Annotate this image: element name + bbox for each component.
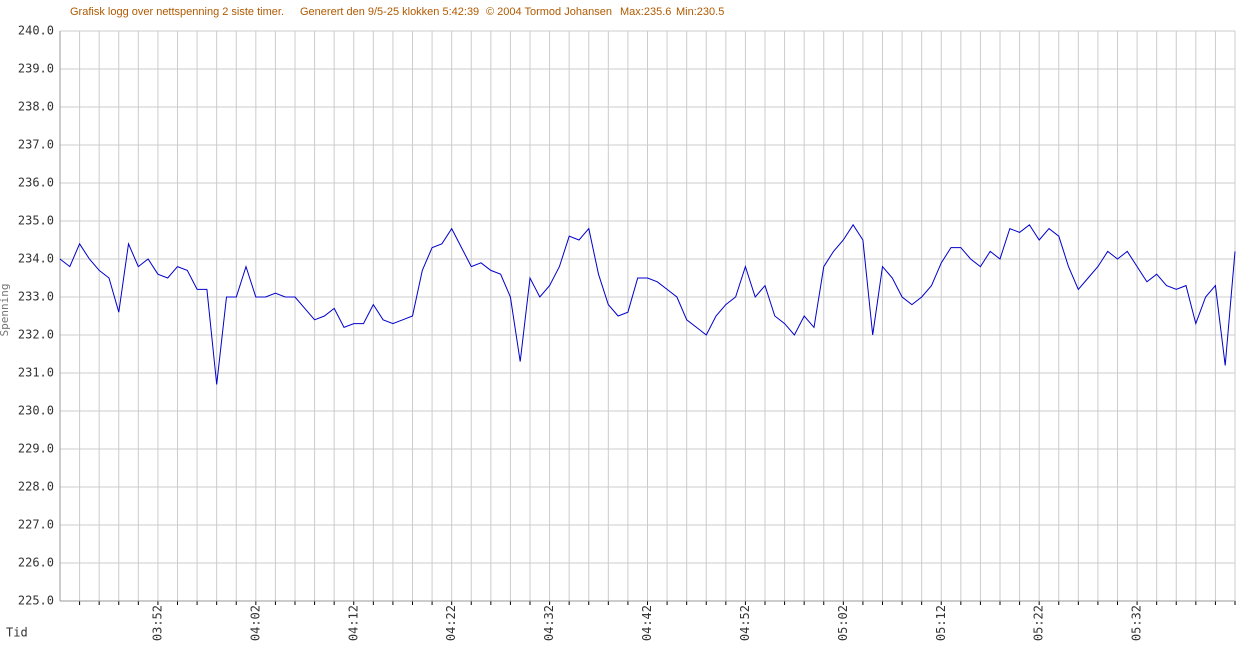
y-tick-label: 234.0 [18,252,54,266]
x-tick-label: 03:52 [150,605,164,641]
x-tick-label: 04:42 [640,605,654,641]
x-tick-label: 04:12 [346,605,360,641]
x-tick-label: 05:22 [1032,605,1046,641]
y-tick-label: 235.0 [18,214,54,228]
x-tick-label: 04:02 [248,605,262,641]
y-tick-label: 228.0 [18,480,54,494]
y-tick-label: 239.0 [18,62,54,76]
y-tick-label: 240.0 [18,24,54,38]
annotation: Min:230.5 [676,6,724,18]
y-tick-label: 237.0 [18,138,54,152]
y-tick-label: 232.0 [18,328,54,342]
y-tick-label: 238.0 [18,100,54,114]
y-tick-label: 230.0 [18,404,54,418]
annotation: Generert den 9/5-25 klokken 5:42:39 [300,6,479,18]
x-tick-label: 04:52 [738,605,752,641]
annotation: Max:235.6 [620,6,671,18]
y-tick-label: 229.0 [18,442,54,456]
y-axis-label: Spenning [0,284,11,337]
y-tick-label: 227.0 [18,518,54,532]
x-tick-label: 04:22 [444,605,458,641]
x-tick-label: 04:32 [542,605,556,641]
x-axis-label: Tid [6,626,28,640]
annotation: © 2004 Tormod Johansen [486,6,612,18]
y-tick-label: 225.0 [18,594,54,608]
chart-title: Grafisk logg over nettspenning 2 siste t… [70,6,284,18]
x-tick-label: 05:32 [1130,605,1144,641]
data-line [59,223,1236,385]
x-tick-label: 05:12 [934,605,948,641]
x-tick-label: 05:02 [836,605,850,641]
y-tick-label: 236.0 [18,176,54,190]
y-tick-label: 226.0 [18,556,54,570]
y-tick-label: 231.0 [18,366,54,380]
y-tick-label: 233.0 [18,290,54,304]
